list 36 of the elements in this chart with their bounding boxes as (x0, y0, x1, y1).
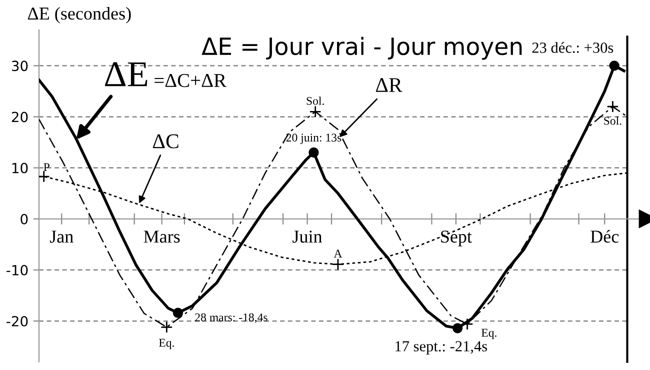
y-tick-label: -20 (6, 316, 28, 326)
annotation: P (44, 163, 50, 172)
point (606, 100, 619, 113)
point (461, 318, 474, 330)
x-tick-label: Jan (50, 230, 74, 243)
x-tick-label: Sept (441, 230, 472, 246)
annotation: Eq. (158, 338, 174, 350)
annotation: 23 déc.: +30s (532, 42, 614, 53)
point (160, 321, 173, 334)
x-tick-label: Déc (590, 230, 619, 243)
annotation: Sol. (604, 116, 622, 125)
point (308, 147, 319, 158)
chart-title: ΔE = Jour vrai - Jour moyen (202, 36, 522, 60)
annotation: =ΔC+ΔR (154, 74, 226, 88)
point (609, 60, 620, 71)
point (332, 258, 344, 270)
annotation: 20 juin: 13s (286, 134, 342, 144)
annotation: 28 mars: -18,4s (195, 313, 268, 324)
point (452, 323, 463, 334)
text: ΔC (152, 134, 178, 148)
annotation: Sol. (306, 96, 324, 105)
point (309, 106, 322, 118)
annotation: Eq. (481, 328, 496, 340)
series-label: ΔE (105, 62, 148, 86)
y-tick-label: 0 (20, 214, 28, 224)
point (172, 308, 184, 318)
y-tick-label: 20 (12, 112, 28, 122)
annotation: A (334, 250, 342, 258)
y-tick-label: 30 (12, 60, 28, 72)
x-tick-label: Juin (292, 230, 322, 243)
y-axis-title: ΔE (secondes) (28, 6, 131, 24)
y-tick-label: -10 (6, 264, 28, 276)
annotation: 17 sept.: -21,4s (396, 341, 488, 355)
y-tick-label: 10 (12, 162, 28, 174)
x-tick-label: Mars (144, 230, 180, 243)
text: ΔR (376, 78, 402, 92)
